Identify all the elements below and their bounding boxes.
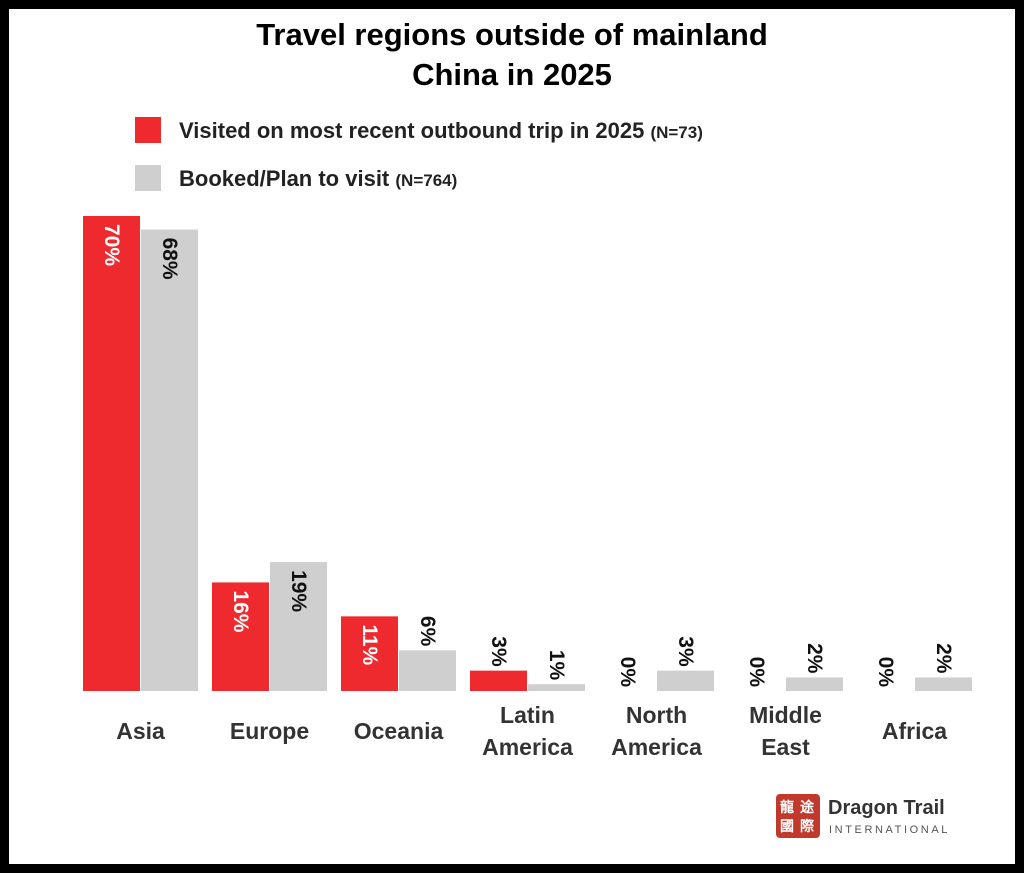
bar-booked [786,677,843,691]
category-label: North [626,702,687,728]
bar-value-label: 19% [287,570,310,612]
bar-value-label: 2% [803,643,826,674]
bar-value-label: 11% [358,624,381,665]
chart-title: Travel regions outside of mainland China … [256,17,768,92]
legend-sample-size: (N=73) [650,123,702,142]
bar-visited [470,670,527,691]
bar-value-label: 0% [745,657,768,688]
logo-name: Dragon Trail [828,797,945,819]
legend-sample-size: (N=764) [395,171,457,190]
bar-booked [399,650,456,691]
category-label: Europe [230,718,309,744]
category-label: Africa [882,718,947,744]
bar-booked [270,562,327,691]
legend-series-name: Visited on most recent outbound trip in … [179,118,650,143]
chart-title-line: Travel regions outside of mainland [256,17,768,52]
legend-swatch [135,165,161,191]
bar-visited [212,582,269,691]
bar-visited [341,616,398,691]
category-label: America [482,734,573,760]
bar-booked [141,229,198,692]
dragon-trail-logo: 龍途國 際 Dragon Trail INTERNATIONAL [776,794,950,838]
logo-seal-icon [776,794,820,838]
bar-value-label: 70% [100,224,123,266]
logo-seal-char: 途 [800,799,815,815]
legend-swatch [135,117,161,143]
legend-entry: Booked/Plan to visit (N=764) [179,166,457,191]
logo-seal-char: 龍 [780,799,794,815]
chart-canvas: Travel regions outside of mainland China … [83,17,972,838]
legend-series-name: Booked/Plan to visit [179,166,395,191]
chart-legend: Visited on most recent outbound trip in … [135,117,703,191]
logo-seal-char: 國 [780,818,794,834]
bar-value-label: 0% [616,657,639,688]
category-label: America [611,734,702,760]
category-label: Asia [116,718,165,744]
chart-bars: 70% 68% 16% 19% 11% 6% 3% 1% 0% 3% 0% 2% 0% 2% [83,216,972,692]
bar-value-label: 2% [932,643,955,674]
bar-value-label: 3% [487,636,510,667]
category-label: Middle [749,702,822,728]
category-label: Latin [500,702,555,728]
legend-entry: Visited on most recent outbound trip in … [179,118,703,143]
bar-value-label: 6% [416,616,439,647]
bar-visited [83,216,140,691]
category-labels: Asia Europe Oceania Latin America North Americ… [116,702,947,760]
chart-frame: Travel regions outside of mainland China … [9,9,1015,864]
bar-booked [657,670,714,691]
bar-booked [528,684,585,691]
bar-value-label: 1% [545,650,568,681]
logo-seal-char: 際 [800,818,815,834]
bar-value-label: 3% [674,636,697,667]
category-label: East [761,734,810,760]
logo-subtitle: INTERNATIONAL [829,824,950,836]
bar-value-label: 68% [158,238,181,280]
bar-value-label: 16% [229,590,252,632]
bar-booked [915,677,972,691]
bar-value-label: 0% [874,657,897,688]
category-label: Oceania [354,718,444,744]
chart-title-line: China in 2025 [412,57,612,92]
